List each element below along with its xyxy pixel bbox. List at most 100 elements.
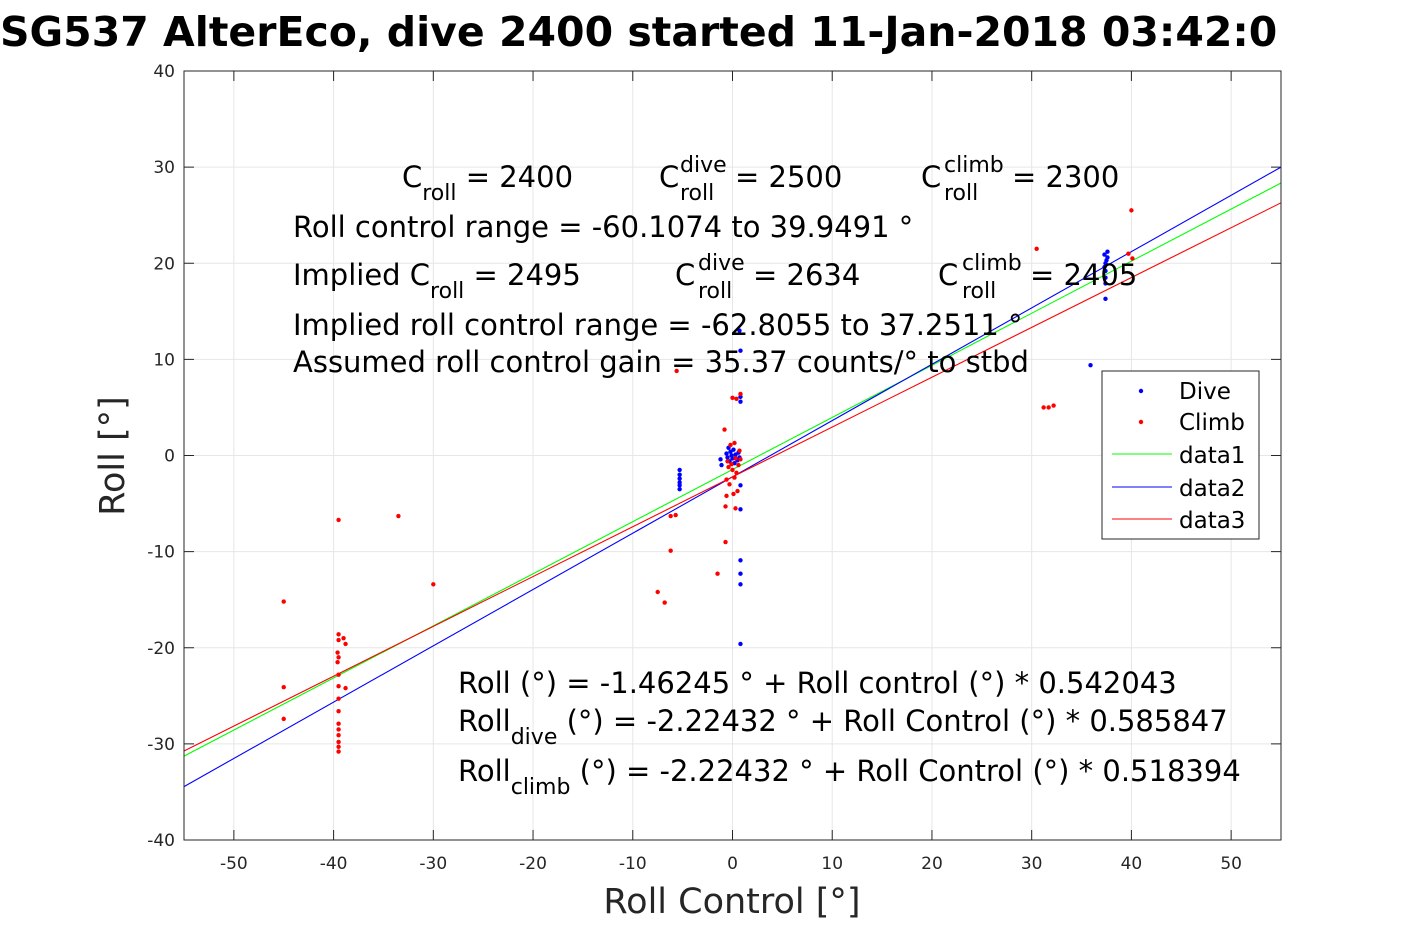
dive-point <box>1088 362 1093 368</box>
dive-point <box>1105 255 1110 260</box>
roll-control-gain: Assumed roll control gain = 35.37 counts… <box>293 345 1029 379</box>
c-dive-sub: roll <box>680 181 714 206</box>
climb-point <box>731 491 736 497</box>
x-tick-label: -20 <box>519 854 547 874</box>
dive-point <box>718 457 723 462</box>
dive-point <box>738 507 743 512</box>
climb-point <box>1051 403 1056 408</box>
climb-point <box>336 696 341 701</box>
roll-control-range: Roll control range = -60.1074 to 39.9491… <box>293 210 913 244</box>
climb-point <box>336 632 341 637</box>
x-tick-label: 30 <box>1021 854 1043 874</box>
y-tick-label: 30 <box>153 158 175 178</box>
climb-point <box>732 440 737 446</box>
dive-point <box>719 462 724 468</box>
y-tick-label: -10 <box>147 543 175 563</box>
climb-point <box>336 744 341 749</box>
climb-point <box>736 462 741 468</box>
x-tick-label: 50 <box>1220 854 1242 874</box>
climb-point <box>335 650 340 655</box>
fit-equation-all: Roll (°) = -1.46245 ° + Roll control (°)… <box>458 666 1177 700</box>
implied-c-climb-sub: roll <box>962 279 996 304</box>
implied-c-dive-annotation: C <box>675 258 695 292</box>
implied-c-dive-value: = 2634 <box>753 258 860 292</box>
x-tick-label: -40 <box>320 854 348 874</box>
x-axis-label: Roll Control [°] <box>603 882 860 922</box>
dive-point <box>724 451 729 456</box>
implied-c-roll-annotation: Implied Croll = 2495 <box>293 258 581 304</box>
climb-point <box>727 482 732 487</box>
dive-point <box>738 571 743 576</box>
climb-point <box>673 512 678 518</box>
dive-point <box>1102 264 1107 270</box>
dive-point <box>738 558 743 563</box>
c-climb-value: = 2300 <box>1012 160 1119 194</box>
dive-point <box>1103 296 1108 302</box>
dive-point <box>677 467 682 473</box>
climb-point <box>723 539 728 545</box>
climb-point <box>730 467 735 473</box>
x-tick-label: -10 <box>619 854 647 874</box>
c-dive-value: = 2500 <box>735 160 842 194</box>
y-tick-label: 20 <box>153 254 175 274</box>
climb-point <box>336 655 341 660</box>
climb-point <box>733 456 738 461</box>
legend: Dive Climb data1 data2 data3 <box>1101 370 1260 540</box>
implied-c-dive-sup: dive <box>698 251 745 276</box>
climb-point <box>336 749 341 754</box>
dive-point <box>738 348 743 353</box>
implied-c-climb-sup: climb <box>962 251 1022 276</box>
climb-point <box>737 448 742 453</box>
climb-point <box>336 721 341 726</box>
climb-point <box>655 589 660 595</box>
climb-point <box>738 391 743 397</box>
climb-point <box>336 733 341 738</box>
c-climb-sub: roll <box>944 181 978 206</box>
dive-point <box>1103 268 1108 274</box>
fit-equation-dive: Rolldive (°) = -2.22432 ° + Roll Control… <box>458 704 1228 750</box>
climb-point <box>336 739 341 745</box>
legend-label-data3: data3 <box>1179 508 1245 534</box>
climb-point <box>336 708 341 714</box>
climb-point <box>730 395 735 401</box>
legend-marker-climb <box>1138 419 1144 425</box>
climb-point <box>728 442 733 448</box>
chart-title: SG537 AlterEco, dive 2400 started 11-Jan… <box>0 8 1277 56</box>
dive-point <box>725 455 730 460</box>
climb-point <box>738 457 743 462</box>
c-roll-annotation: Croll = 2400 <box>402 160 573 206</box>
y-tick-label: -40 <box>147 831 175 851</box>
climb-point <box>343 641 348 647</box>
implied-c-dive-sub: roll <box>698 279 732 304</box>
dive-point <box>1103 281 1108 286</box>
climb-point <box>726 464 731 470</box>
climb-point <box>729 461 734 467</box>
climb-point <box>725 459 730 464</box>
climb-point <box>396 513 401 519</box>
plot-frame <box>183 70 1282 841</box>
c-climb-sup: climb <box>944 153 1004 178</box>
y-axis-label: Roll [°] <box>93 396 133 516</box>
calibration-annotations: Croll = 2400 C dive roll = 2500 C climb … <box>293 153 1241 800</box>
climb-point <box>1034 246 1039 252</box>
climb-point <box>336 684 341 689</box>
climb-point <box>1041 405 1046 410</box>
x-tick-label: 20 <box>921 854 943 874</box>
implied-roll-control-range: Implied roll control range = -62.8055 to… <box>293 308 1023 342</box>
x-tick-label: -30 <box>419 854 447 874</box>
climb-point <box>281 684 286 690</box>
y-tick-label: 10 <box>153 350 175 370</box>
c-climb-annotation: C <box>921 160 941 194</box>
climb-point <box>715 571 720 576</box>
climb-point <box>735 488 740 494</box>
dive-point <box>677 486 682 492</box>
climb-point <box>1126 251 1131 256</box>
climb-point <box>343 685 348 691</box>
climb-point <box>1129 208 1134 213</box>
dive-point <box>738 582 743 587</box>
x-tick-label: 10 <box>821 854 843 874</box>
dive-point <box>1102 252 1107 257</box>
legend-label-data1: data1 <box>1179 443 1245 469</box>
climb-point <box>1046 405 1051 410</box>
climb-point <box>668 548 673 553</box>
